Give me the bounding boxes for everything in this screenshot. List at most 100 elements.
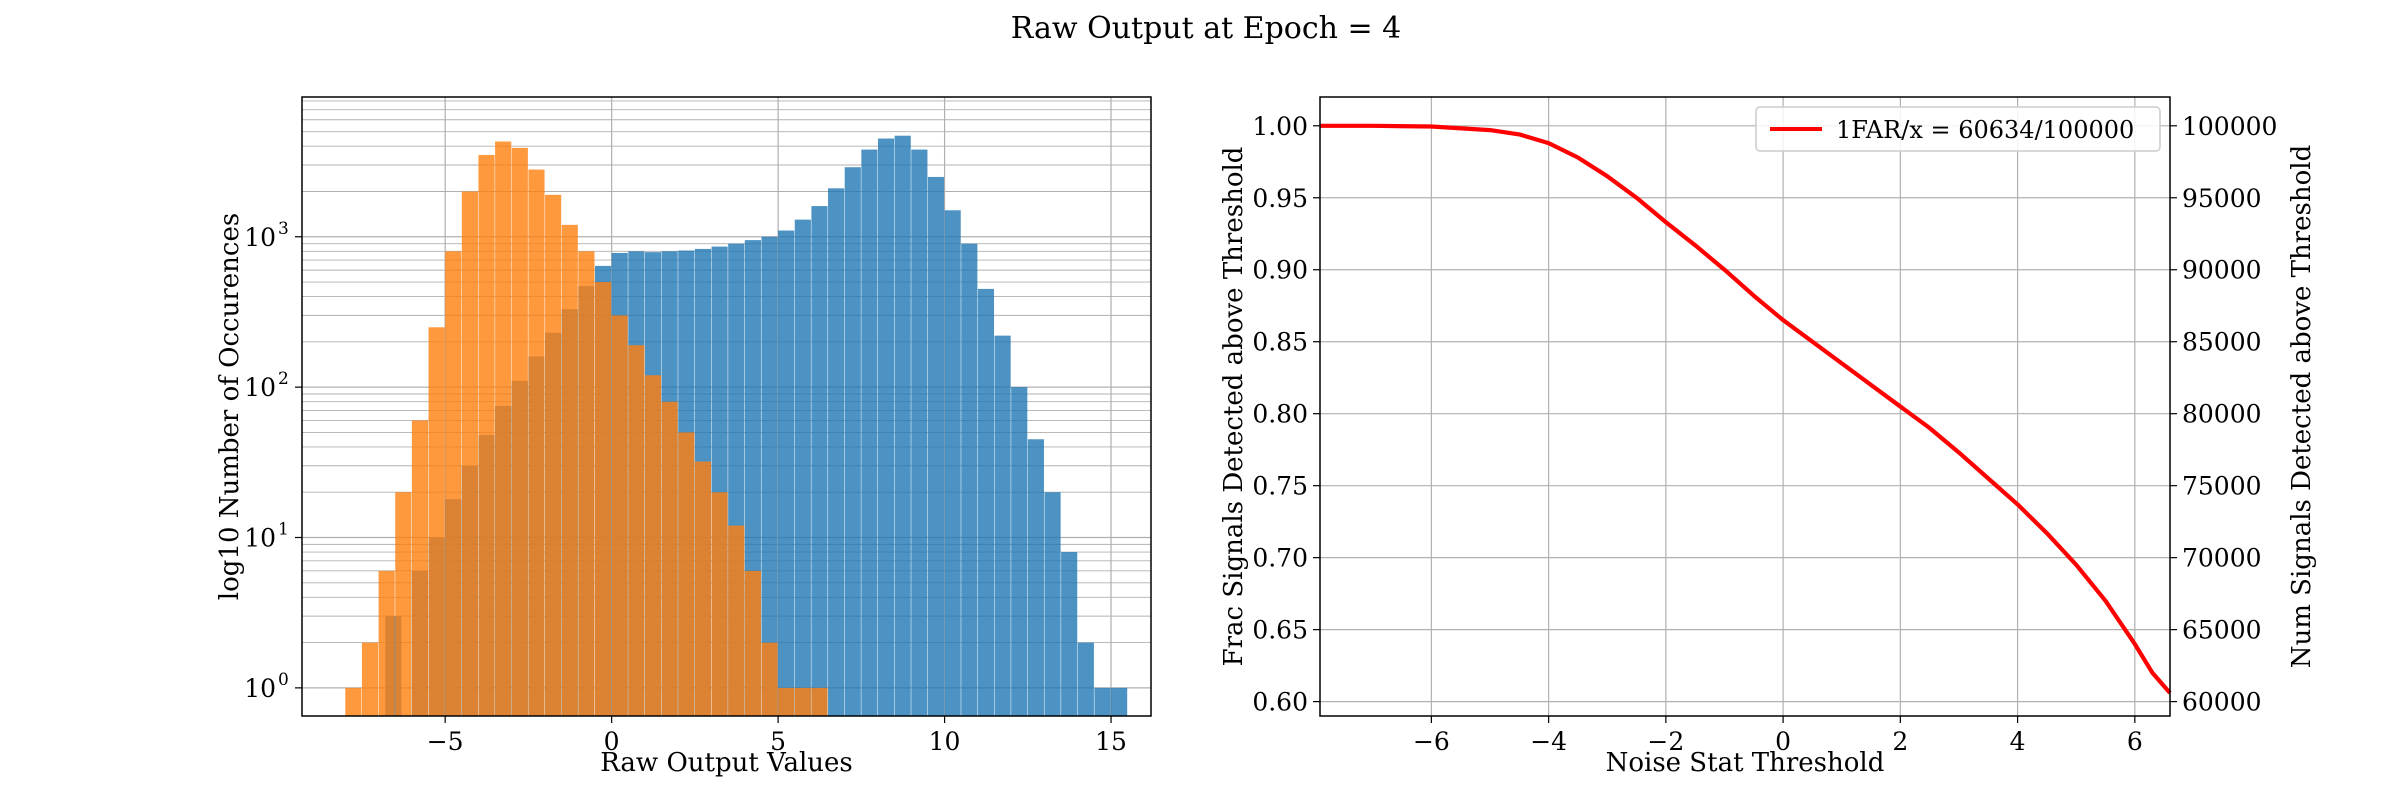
histogram-bar-orange [411,420,429,716]
histogram-bar-blue [828,188,845,717]
histogram-y-tick-exponent: 3 [278,219,289,239]
histogram-bar-blue [944,210,961,716]
histogram-bar-orange [794,687,811,716]
histogram-bar-blue [1077,642,1094,716]
detection-fraction-line [1320,123,2172,695]
histogram-bar-blue [861,149,878,716]
figure-title: Raw Output at Epoch = 4 [1011,11,1402,46]
histogram-bar-blue [1111,687,1128,716]
line-chart-y-axis-label: Frac Signals Detected above Threshold [1219,147,1249,667]
histogram-y-tick-exponent: 1 [278,519,289,539]
line-chart-x-tick-label: −4 [1530,727,1567,756]
histogram-bar-blue [1011,387,1028,716]
line-chart-right-y-tick-label: 85000 [2182,328,2262,357]
legend-entry: 1FAR/x = 60634/100000 [1836,116,2134,144]
histogram-bar-orange [811,687,828,716]
histogram-x-tick-label: 15 [1095,727,1127,756]
line-chart-x-axis-label: Noise Stat Threshold [1606,748,1885,778]
line-chart-x-tick-label: −2 [1647,727,1684,756]
histogram-x-tick-label: 10 [929,727,961,756]
histogram-bar-orange [761,642,778,716]
histogram-bar-orange [545,194,562,717]
histogram-bar-orange [361,642,379,716]
histogram-bar-blue [961,243,978,717]
line-chart-right-y-tick-label: 70000 [2182,544,2262,573]
histogram-bar-blue [977,288,995,716]
line-chart-y-tick-label: 0.90 [1252,256,1308,285]
line-chart-series [1320,123,2172,695]
line-chart-right-y-tick-label: 80000 [2182,400,2262,429]
line-chart-y-tick-label: 0.65 [1252,616,1308,645]
histogram-y-tick-exponent: 0 [278,670,289,690]
legend-box [1755,106,2161,152]
line-chart-y-tick-label: 0.60 [1252,688,1308,717]
histogram-bar-orange [395,492,412,716]
histogram-y-tick-label: 10 [244,674,276,703]
histogram-bar-orange [561,224,578,716]
line-chart-right-y-tick-label: 60000 [2182,688,2262,717]
histogram-x-tick-label: −5 [427,727,464,756]
histogram-bar-blue [927,176,945,716]
histogram-bar-orange [461,191,478,717]
histogram-bar-orange [728,525,745,716]
histogram-bar-orange [345,687,362,716]
histogram-bar-orange [528,169,545,716]
line-chart-y-tick-label: 1.00 [1252,112,1308,141]
histogram-bar-blue [811,206,828,716]
line-chart-right-y-tick-label: 95000 [2182,184,2262,213]
histogram-bar-blue [761,236,778,716]
line-chart-x-tick-label: 4 [2010,727,2026,756]
line-chart-y-tick-label: 0.95 [1252,184,1308,213]
line-chart-right-y-tick-label: 100000 [2182,112,2277,141]
histogram-bar-orange [661,401,678,716]
histogram-bar-blue [877,138,895,717]
histogram-bars [345,135,1128,717]
line-chart-ticks: −6 −4 −2 0 2 4 6 0.60 0.65 0.70 0.75 0.80 0.85 0.90 0.… [1252,112,2277,756]
histogram-bar-blue [794,219,811,716]
line-chart-right-y-tick-label: 65000 [2182,616,2262,645]
histogram-bar-orange [495,141,512,717]
line-chart-right-y-tick-label: 75000 [2182,472,2262,501]
histogram-bar-blue [1094,687,1111,716]
histogram-y-tick-exponent: 2 [278,369,289,389]
histogram-bar-orange [478,154,495,716]
histogram-bar-blue [894,135,911,717]
line-chart-y-tick-label: 0.70 [1252,544,1308,573]
histogram-axes-frame [301,96,1152,717]
line-chart-y-tick-label: 0.80 [1252,400,1308,429]
histogram-bar-orange [694,461,712,716]
line-chart-y-tick-label: 0.85 [1252,328,1308,357]
histogram-y-axis-label: log10 Number of Occurences [215,213,245,600]
histogram-bar-orange [778,687,795,716]
line-chart-grid [1320,97,2170,716]
histogram-bar-blue [1061,552,1078,716]
histogram-bar-orange [428,327,445,716]
histogram-bar-orange [711,492,728,716]
histogram-x-tick-label: 0 [604,727,620,756]
histogram-bar-blue [911,149,928,716]
line-chart-axes-frame [1319,96,2171,717]
histogram-bar-blue [844,167,861,716]
histogram-y-tick-label: 10 [244,373,276,402]
line-chart-x-tick-label: 6 [2127,727,2143,756]
line-chart-x-tick-label: 0 [1775,727,1791,756]
histogram-bar-orange [678,432,695,716]
histogram-bar-blue [1044,492,1061,716]
line-chart-y-tick-label: 0.75 [1252,472,1308,501]
line-chart-x-tick-label: −6 [1413,727,1450,756]
histogram-y-tick-label: 10 [244,223,276,252]
histogram-bar-orange [644,375,662,716]
histogram-bar-orange [445,251,462,716]
histogram-bar-blue [1027,439,1044,716]
histogram-bar-orange [594,282,612,716]
histogram-bar-orange [378,570,395,716]
histogram-bar-orange [511,147,528,717]
histogram-bar-orange [611,315,628,716]
histogram-bar-orange [578,251,595,716]
threshold-line-panel: −6 −4 −2 0 2 4 6 0.60 0.65 0.70 0.75 0.80 0.85 0.90 0.… [1219,96,2317,778]
histogram-bar-blue [994,335,1011,716]
histogram-bar-blue [778,230,795,717]
